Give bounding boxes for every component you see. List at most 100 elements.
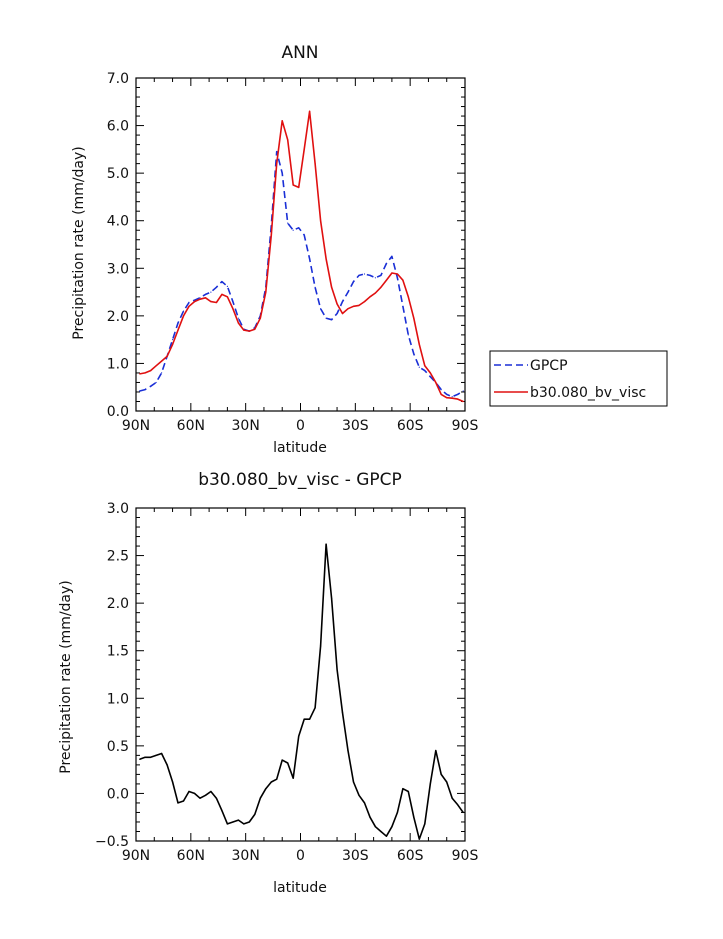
- data-point: [199, 297, 201, 299]
- data-point: [374, 277, 376, 279]
- data-point: [210, 301, 212, 303]
- data-point: [265, 291, 267, 293]
- data-point: [166, 764, 168, 766]
- data-point: [352, 781, 355, 783]
- data-point: [429, 372, 431, 374]
- chart-title: ANN: [281, 43, 318, 63]
- data-point: [226, 823, 228, 825]
- x-tick-label: 30S: [342, 848, 369, 864]
- data-point: [380, 830, 382, 833]
- data-point: [396, 811, 398, 814]
- y-tick-label: 1.0: [107, 356, 129, 372]
- y-tick-label: 3.0: [107, 501, 129, 517]
- data-point: [210, 790, 212, 793]
- data-point: [144, 372, 146, 374]
- data-point: [396, 273, 398, 275]
- data-point: [270, 234, 272, 236]
- plot-area: 90N 60N 30N 0 30S 60S 90S 0.0 1.0 2.0 3.0 4.0 5.0 6.0…: [107, 71, 479, 434]
- data-point: [276, 163, 278, 165]
- legend-label-gpcp: GPCP: [530, 358, 568, 374]
- data-point: [457, 393, 459, 395]
- data-point: [155, 381, 157, 384]
- data-point: [298, 186, 300, 188]
- data-point: [144, 756, 146, 758]
- data-point: [325, 258, 327, 260]
- data-point: [248, 330, 250, 332]
- data-point: [341, 301, 344, 303]
- data-point: [243, 823, 245, 825]
- data-point: [287, 139, 289, 141]
- data-point: [336, 312, 338, 315]
- y-tick-label: 2.0: [107, 596, 129, 612]
- data-point: [276, 151, 278, 153]
- data-point: [331, 597, 333, 600]
- x-tick-label: 90S: [452, 848, 479, 864]
- data-point: [352, 305, 355, 307]
- data-point: [139, 758, 141, 760]
- x-tick-label: 0: [296, 848, 305, 864]
- x-tick-label: 30N: [232, 848, 260, 864]
- data-point: [172, 339, 174, 341]
- data-point: [182, 310, 185, 312]
- data-point: [336, 669, 338, 671]
- data-point: [199, 797, 201, 799]
- data-point: [161, 360, 163, 362]
- data-point: [150, 756, 152, 758]
- data-point: [221, 293, 223, 295]
- data-point: [237, 322, 239, 324]
- data-point: [166, 355, 168, 357]
- y-tick-label: 6.0: [107, 119, 129, 135]
- data-point: [199, 298, 201, 300]
- data-point: [281, 120, 283, 122]
- data-point: [144, 389, 146, 391]
- data-point: [177, 329, 179, 331]
- data-point: [385, 279, 387, 281]
- data-point: [363, 273, 366, 275]
- data-point: [451, 797, 453, 799]
- x-tick-label: 60S: [397, 418, 424, 434]
- data-point: [462, 390, 464, 392]
- data-point: [385, 835, 387, 837]
- y-tick-label: 3.0: [107, 261, 129, 277]
- data-point: [424, 365, 426, 367]
- data-point: [177, 802, 179, 804]
- data-point: [221, 810, 223, 812]
- data-point: [182, 315, 185, 317]
- data-point: [446, 393, 448, 395]
- data-point: [418, 366, 420, 368]
- data-point: [325, 317, 327, 319]
- data-point: [309, 110, 311, 112]
- data-point: [314, 707, 316, 709]
- data-point: [303, 718, 305, 720]
- data-point: [407, 296, 409, 298]
- x-tick-label: 60N: [177, 848, 205, 864]
- data-point: [391, 255, 393, 257]
- data-point: [226, 285, 228, 287]
- data-point: [325, 543, 327, 545]
- data-point: [358, 274, 360, 276]
- series-line-gpcp: [139, 150, 464, 398]
- data-point: [451, 396, 453, 398]
- y-tick-label: 4.0: [107, 214, 129, 230]
- data-point: [270, 781, 272, 783]
- data-point: [320, 220, 322, 222]
- data-point: [193, 299, 196, 301]
- y-axis-label: Precipitation rate (mm/day): [58, 580, 74, 774]
- data-point: [336, 303, 338, 305]
- data-point: [440, 773, 442, 776]
- data-point: [374, 292, 376, 294]
- data-point: [380, 286, 382, 288]
- data-point: [369, 296, 371, 298]
- data-point: [161, 752, 163, 755]
- data-point: [462, 811, 464, 814]
- data-point: [259, 797, 261, 799]
- data-point: [418, 343, 420, 345]
- data-point: [248, 821, 250, 823]
- data-point: [298, 735, 300, 737]
- data-point: [172, 343, 174, 345]
- legend-label-model: b30.080_bv_visc: [530, 385, 646, 401]
- plot-frame: [135, 77, 466, 412]
- plot-area: 90N 60N 30N 0 30S 60S 90S −0.5 0.0 0.5 1.0 1.5 2.0 2.…: [95, 501, 478, 864]
- data-point: [232, 821, 234, 823]
